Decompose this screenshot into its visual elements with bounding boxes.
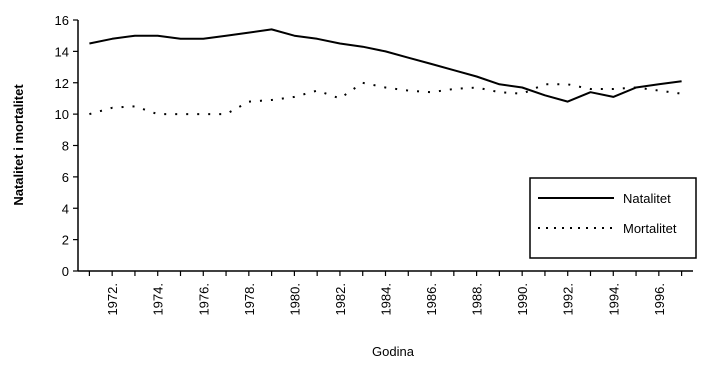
- x-tick-label: 1994.: [606, 283, 621, 316]
- x-tick-label: 1996.: [652, 283, 667, 316]
- y-axis-ticks: [73, 19, 683, 276]
- y-tick-labels: 0 2 4 6 8 10 12 14 16: [55, 13, 69, 279]
- y-tick-label: 14: [55, 44, 69, 59]
- series-line-natalitet: [89, 28, 682, 103]
- legend-box: [529, 177, 697, 259]
- x-tick-label: 1978.: [242, 283, 257, 316]
- y-tick-label: 0: [62, 264, 69, 279]
- x-axis-title: Godina: [372, 344, 415, 359]
- x-tick-label: 1972.: [105, 283, 120, 316]
- legend-label-mortalitet: Mortalitet: [623, 221, 677, 236]
- x-tick-label: 1982.: [333, 283, 348, 316]
- y-tick-label: 12: [55, 76, 69, 91]
- y-tick-label: 8: [62, 139, 69, 154]
- y-tick-label: 6: [62, 170, 69, 185]
- y-tick-label: 4: [62, 201, 69, 216]
- x-tick-label: 1974.: [151, 283, 166, 316]
- y-tick-label: 10: [55, 107, 69, 122]
- x-tick-label: 1992.: [561, 283, 576, 316]
- x-tick-label: 1980.: [287, 283, 302, 316]
- legend: Natalitet Mortalitet: [529, 177, 697, 259]
- y-tick-label: 16: [55, 13, 69, 28]
- y-tick-label: 2: [62, 233, 69, 248]
- x-tick-label: 1986.: [424, 283, 439, 316]
- x-tick-label: 1988.: [470, 283, 485, 316]
- x-tick-label: 1976.: [196, 283, 211, 316]
- series-layer: [89, 28, 682, 116]
- x-tick-labels: 1972. 1974. 1976. 1978. 1980. 1982. 1984. 1986.…: [105, 283, 667, 316]
- legend-label-natalitet: Natalitet: [623, 191, 671, 206]
- series-line-mortalitet: [89, 81, 682, 116]
- x-tick-label: 1990.: [515, 283, 530, 316]
- y-axis-title: Natalitet i mortalitet: [11, 84, 26, 206]
- x-tick-label: 1984.: [379, 283, 394, 316]
